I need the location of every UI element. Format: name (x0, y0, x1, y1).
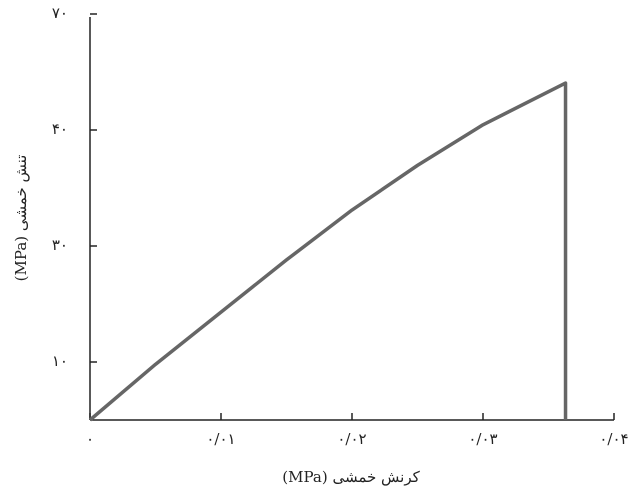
x-tick-label: ٠ (86, 430, 94, 448)
x-tick-label: ٠/٠۴ (599, 430, 628, 448)
y-tick-label: ٧٠ (52, 4, 68, 22)
y-tick-label: ٣٠ (52, 236, 68, 254)
data-line (88, 81, 568, 422)
x-tick-label: ٠/٠٢ (337, 430, 366, 448)
x-axis-title: کرنش خمشی (MPa) (282, 468, 420, 486)
x-tick-label: ٠/٠٣ (468, 430, 497, 448)
y-tick-label: ١٠ (52, 352, 68, 370)
y-axis-title: تنش خمشی (MPa) (12, 155, 30, 282)
y-tick-label: ۴٠ (52, 120, 68, 138)
x-tick-label: ٠/٠١ (206, 430, 235, 448)
